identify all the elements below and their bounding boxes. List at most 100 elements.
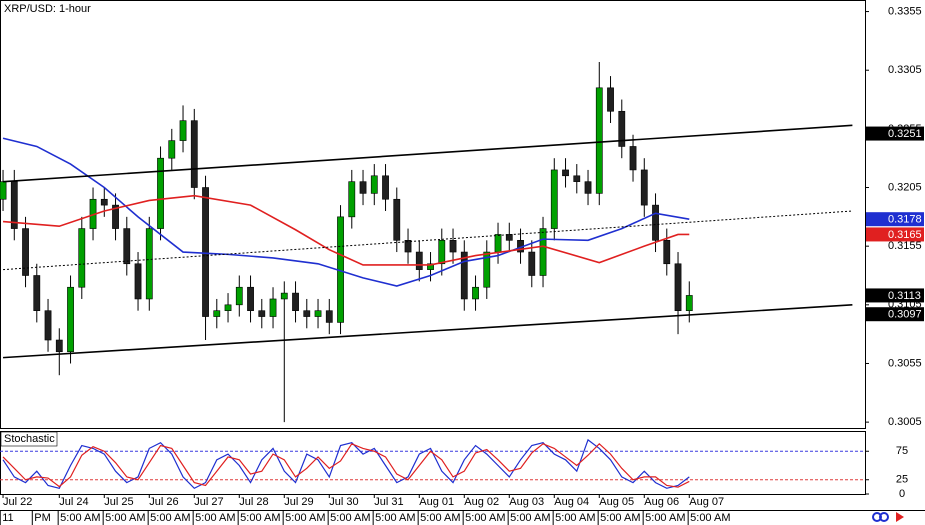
candle-body (280, 292, 288, 300)
price-label: 0.3113 (888, 290, 921, 302)
candle-body (404, 240, 412, 253)
candle-body (0, 181, 7, 200)
y-tick-label: 25 (896, 474, 908, 486)
time-tick-label: 5:00 AM (555, 512, 595, 524)
candle-body (292, 292, 299, 311)
candle-body (348, 181, 356, 218)
candle-body (595, 87, 603, 194)
candle-body (269, 298, 277, 317)
time-tick-label: 11 (2, 512, 13, 524)
candle-body (370, 175, 378, 194)
time-tick-label: 5:00 AM (420, 512, 460, 524)
candle-body (438, 240, 446, 265)
time-tick-label: 5:00 AM (465, 512, 505, 524)
candle-body (393, 198, 401, 241)
link-icon-2[interactable] (879, 512, 889, 522)
candle-body (618, 110, 626, 147)
candle-body (247, 286, 254, 311)
candle-body (303, 310, 311, 317)
main-frame (0, 0, 866, 429)
candle-body (44, 310, 52, 341)
time-tick-label: 5:00 AM (195, 512, 235, 524)
candle-body (550, 169, 558, 229)
candle-body (652, 204, 659, 241)
trendline (2, 304, 853, 359)
candle-body (629, 146, 637, 171)
candle-body (22, 228, 29, 276)
chart-title: XRP/USD: 1-hour (4, 3, 91, 15)
candle-body (573, 175, 581, 182)
time-tick-label: 5:00 AM (375, 512, 415, 524)
price-label-box (866, 212, 924, 227)
candle-body (415, 251, 423, 270)
toolbar-icons[interactable] (872, 512, 904, 522)
candle-body (685, 295, 693, 311)
trendline (2, 124, 853, 183)
y-tick-label: 0.3355 (888, 5, 922, 17)
candle-body (562, 169, 569, 177)
candle-body (134, 263, 142, 300)
time-tick-label: 5:00 AM (105, 512, 145, 524)
x-tick-label: Jul 22 (3, 496, 32, 508)
candle-body (168, 140, 176, 159)
price-label: 0.3097 (888, 309, 922, 321)
candle-body (213, 310, 221, 317)
candle-body (528, 251, 536, 276)
arrow-icon[interactable] (896, 512, 904, 522)
candle-body (584, 181, 592, 194)
time-tick-label: 5:00 AM (60, 512, 100, 524)
time-tick-label: 5:00 AM (150, 512, 190, 524)
x-tick-label: Aug 06 (644, 496, 679, 508)
time-tick-label: 5:00 AM (285, 512, 325, 524)
x-tick-label: Aug 02 (464, 496, 499, 508)
stochastic-frame (0, 431, 866, 495)
candle-body (224, 304, 232, 311)
candle-body (67, 286, 74, 353)
candle-body (505, 234, 513, 241)
y-tick-label: 0.3005 (888, 416, 922, 428)
price-label-box (866, 307, 924, 322)
moving-average (2, 194, 690, 266)
candle-body (55, 339, 63, 353)
time-tick-label: 5:00 AM (600, 512, 640, 524)
candle-body (539, 228, 547, 276)
x-tick-label: Aug 04 (554, 496, 589, 508)
x-tick-label: Jul 25 (104, 496, 133, 508)
panel-title: Stochastic (4, 433, 55, 445)
candle-body (123, 228, 131, 265)
y-tick-label: 75 (896, 445, 908, 457)
candle-body (460, 251, 468, 300)
candle-body (382, 175, 389, 200)
moving-average (2, 137, 690, 287)
time-tick-label: PM (34, 512, 51, 524)
price-label-box (866, 126, 924, 141)
candle-body (483, 251, 491, 288)
x-tick-label: Jul 24 (59, 496, 88, 508)
candle-body (472, 286, 479, 300)
candle-body (100, 198, 108, 206)
candle-body (640, 169, 648, 206)
price-label-box (866, 227, 924, 242)
candle-body (258, 310, 266, 317)
candle-body (427, 263, 434, 270)
y-tick-label: 0.3055 (888, 357, 922, 369)
y-tick-label: 0.3305 (888, 64, 922, 76)
candle-body (674, 263, 682, 311)
time-tick-label: 5:00 AM (510, 512, 550, 524)
candle-body (157, 157, 164, 229)
candle-body (663, 240, 671, 265)
candle-body (359, 181, 367, 194)
candle-body (78, 228, 86, 288)
candle-body (112, 204, 119, 229)
x-tick-label: Jul 29 (284, 496, 313, 508)
price-label: 0.3165 (888, 229, 922, 241)
candle-body (179, 120, 187, 141)
x-tick-label: Jul 27 (194, 496, 223, 508)
time-tick-label: 5:00 AM (330, 512, 370, 524)
y-tick-label: 0.3155 (888, 240, 922, 252)
x-tick-label: Aug 03 (509, 496, 544, 508)
candle-body (202, 187, 209, 317)
candle-body (235, 286, 243, 306)
price-label: 0.3178 (888, 214, 922, 226)
